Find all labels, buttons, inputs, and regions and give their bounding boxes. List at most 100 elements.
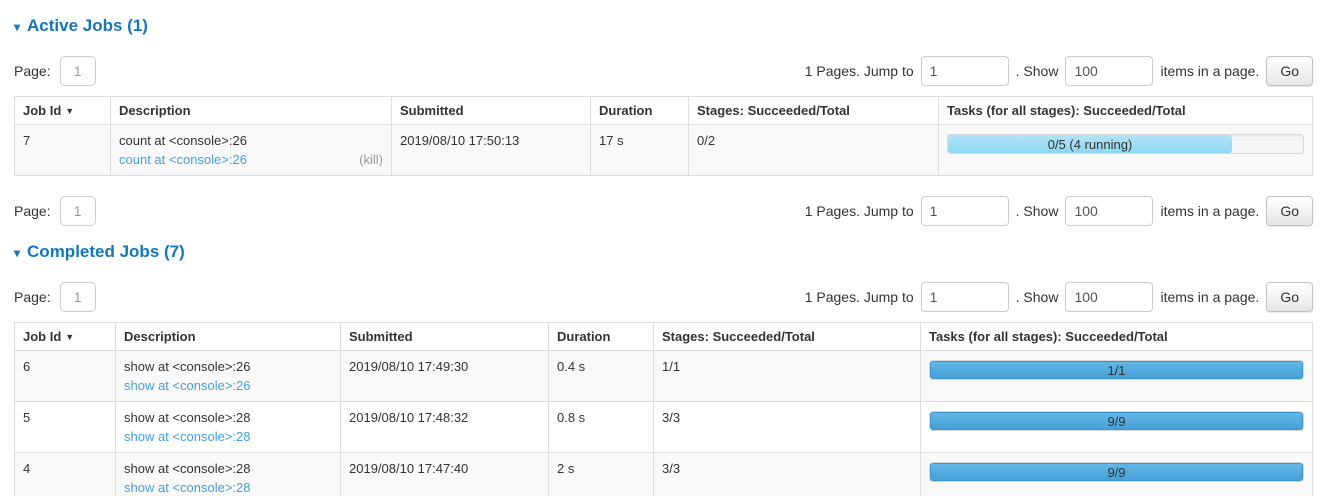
submitted-cell: 2019/08/10 17:48:32 bbox=[340, 401, 549, 453]
job-description-text: show at <console>:26 bbox=[124, 359, 251, 374]
task-progress-bar: 1/1 bbox=[929, 360, 1304, 380]
go-button[interactable]: Go bbox=[1266, 56, 1313, 86]
task-progress-bar: 9/9 bbox=[929, 411, 1304, 431]
duration-cell: 17 s bbox=[590, 124, 689, 176]
duration-cell: 0.8 s bbox=[548, 401, 654, 453]
col-header-job-id[interactable]: Job Id ▼ bbox=[14, 322, 116, 351]
table-row: 6 show at <console>:26 show at <console>… bbox=[14, 350, 1313, 402]
pagination-completed-top: Page: 1 Pages. Jump to . Show items in a… bbox=[14, 282, 1313, 312]
show-text: . Show bbox=[1015, 63, 1059, 79]
job-id-cell: 4 bbox=[14, 452, 116, 496]
description-cell: show at <console>:28 show at <console>:2… bbox=[115, 452, 341, 496]
progress-fill-succeeded: 1/1 bbox=[930, 361, 1303, 379]
pagination-active-bottom: Page: 1 Pages. Jump to . Show items in a… bbox=[14, 196, 1313, 226]
progress-fill-running: 0/5 (4 running) bbox=[948, 135, 1232, 153]
progress-fill-succeeded: 9/9 bbox=[930, 463, 1303, 481]
submitted-cell: 2019/08/10 17:47:40 bbox=[340, 452, 549, 496]
job-description-text: show at <console>:28 bbox=[124, 461, 251, 476]
show-text: . Show bbox=[1015, 289, 1059, 305]
active-jobs-title: Active Jobs (1) bbox=[27, 16, 148, 35]
pagination-active-top: Page: 1 Pages. Jump to . Show items in a… bbox=[14, 56, 1313, 86]
job-id-cell: 5 bbox=[14, 401, 116, 453]
stages-cell: 1/1 bbox=[653, 350, 921, 402]
section-title-completed-jobs[interactable]: ▾ Completed Jobs (7) bbox=[14, 242, 1313, 262]
tasks-cell: 9/9 bbox=[920, 452, 1313, 496]
page-indicator: Page: bbox=[14, 196, 96, 226]
job-detail-link[interactable]: show at <console>:28 bbox=[124, 480, 251, 495]
collapse-arrow-icon: ▾ bbox=[14, 20, 21, 34]
page-label: Page: bbox=[14, 289, 51, 305]
page-indicator: Page: bbox=[14, 56, 96, 86]
col-header-description[interactable]: Description bbox=[110, 96, 392, 125]
completed-jobs-table: Job Id ▼ Description Submitted Duration S… bbox=[14, 322, 1313, 496]
stages-cell: 3/3 bbox=[653, 401, 921, 453]
duration-cell: 2 s bbox=[548, 452, 654, 496]
go-button[interactable]: Go bbox=[1266, 282, 1313, 312]
items-text: items in a page. bbox=[1160, 63, 1260, 79]
table-header-row: Job Id ▼ Description Submitted Duration S… bbox=[14, 322, 1313, 351]
page-label: Page: bbox=[14, 203, 51, 219]
page-number-input[interactable] bbox=[59, 196, 96, 226]
task-progress-bar: 9/9 bbox=[929, 462, 1304, 482]
section-title-active-jobs[interactable]: ▾ Active Jobs (1) bbox=[14, 16, 1313, 36]
page-indicator: Page: bbox=[14, 282, 96, 312]
col-header-description[interactable]: Description bbox=[115, 322, 341, 351]
table-row: 5 show at <console>:28 show at <console>… bbox=[14, 401, 1313, 453]
job-id-cell: 7 bbox=[14, 124, 111, 176]
sort-desc-icon: ▼ bbox=[65, 106, 75, 116]
col-header-submitted[interactable]: Submitted bbox=[391, 96, 591, 125]
submitted-cell: 2019/08/10 17:49:30 bbox=[340, 350, 549, 402]
collapse-arrow-icon: ▾ bbox=[14, 246, 21, 260]
items-per-page-input[interactable] bbox=[1065, 196, 1154, 226]
items-text: items in a page. bbox=[1160, 203, 1260, 219]
job-description-text: count at <console>:26 bbox=[119, 133, 247, 148]
col-header-job-id[interactable]: Job Id ▼ bbox=[14, 96, 111, 125]
job-detail-link[interactable]: show at <console>:28 bbox=[124, 429, 251, 444]
items-per-page-input[interactable] bbox=[1065, 282, 1154, 312]
pages-count-text: 1 Pages. Jump to bbox=[804, 289, 914, 305]
description-cell: count at <console>:26 count at <console>… bbox=[110, 124, 392, 176]
page-number-input[interactable] bbox=[59, 56, 96, 86]
table-header-row: Job Id ▼ Description Submitted Duration S… bbox=[14, 96, 1313, 125]
job-description-text: show at <console>:28 bbox=[124, 410, 251, 425]
pages-count-text: 1 Pages. Jump to bbox=[804, 63, 914, 79]
page-controls: 1 Pages. Jump to . Show items in a page.… bbox=[805, 56, 1313, 86]
description-cell: show at <console>:28 show at <console>:2… bbox=[115, 401, 341, 453]
progress-fill-succeeded: 9/9 bbox=[930, 412, 1303, 430]
active-jobs-table: Job Id ▼ Description Submitted Duration S… bbox=[14, 96, 1313, 176]
col-header-duration[interactable]: Duration bbox=[548, 322, 654, 351]
col-header-submitted[interactable]: Submitted bbox=[340, 322, 549, 351]
job-id-cell: 6 bbox=[14, 350, 116, 402]
col-header-stages[interactable]: Stages: Succeeded/Total bbox=[688, 96, 939, 125]
duration-cell: 0.4 s bbox=[548, 350, 654, 402]
show-text: . Show bbox=[1015, 203, 1059, 219]
stages-cell: 0/2 bbox=[688, 124, 939, 176]
col-header-tasks[interactable]: Tasks (for all stages): Succeeded/Total bbox=[938, 96, 1313, 125]
page-controls: 1 Pages. Jump to . Show items in a page.… bbox=[805, 196, 1313, 226]
tasks-cell: 0/5 (4 running) bbox=[938, 124, 1313, 176]
items-text: items in a page. bbox=[1160, 289, 1260, 305]
page-label: Page: bbox=[14, 63, 51, 79]
description-cell: show at <console>:26 show at <console>:2… bbox=[115, 350, 341, 402]
jump-to-page-input[interactable] bbox=[920, 56, 1009, 86]
jump-to-page-input[interactable] bbox=[920, 282, 1009, 312]
tasks-cell: 1/1 bbox=[920, 350, 1313, 402]
col-header-stages[interactable]: Stages: Succeeded/Total bbox=[653, 322, 921, 351]
job-detail-link[interactable]: count at <console>:26 bbox=[119, 152, 247, 167]
page-number-input[interactable] bbox=[59, 282, 96, 312]
kill-job-link[interactable]: (kill) bbox=[359, 152, 383, 167]
tasks-cell: 9/9 bbox=[920, 401, 1313, 453]
task-progress-bar: 0/5 (4 running) bbox=[947, 134, 1304, 154]
go-button[interactable]: Go bbox=[1266, 196, 1313, 226]
items-per-page-input[interactable] bbox=[1065, 56, 1154, 86]
col-header-tasks[interactable]: Tasks (for all stages): Succeeded/Total bbox=[920, 322, 1313, 351]
submitted-cell: 2019/08/10 17:50:13 bbox=[391, 124, 591, 176]
pages-count-text: 1 Pages. Jump to bbox=[804, 203, 914, 219]
table-row: 4 show at <console>:28 show at <console>… bbox=[14, 452, 1313, 496]
completed-jobs-title: Completed Jobs (7) bbox=[27, 242, 185, 261]
page-controls: 1 Pages. Jump to . Show items in a page.… bbox=[805, 282, 1313, 312]
col-header-duration[interactable]: Duration bbox=[590, 96, 689, 125]
job-detail-link[interactable]: show at <console>:26 bbox=[124, 378, 251, 393]
jump-to-page-input[interactable] bbox=[920, 196, 1009, 226]
